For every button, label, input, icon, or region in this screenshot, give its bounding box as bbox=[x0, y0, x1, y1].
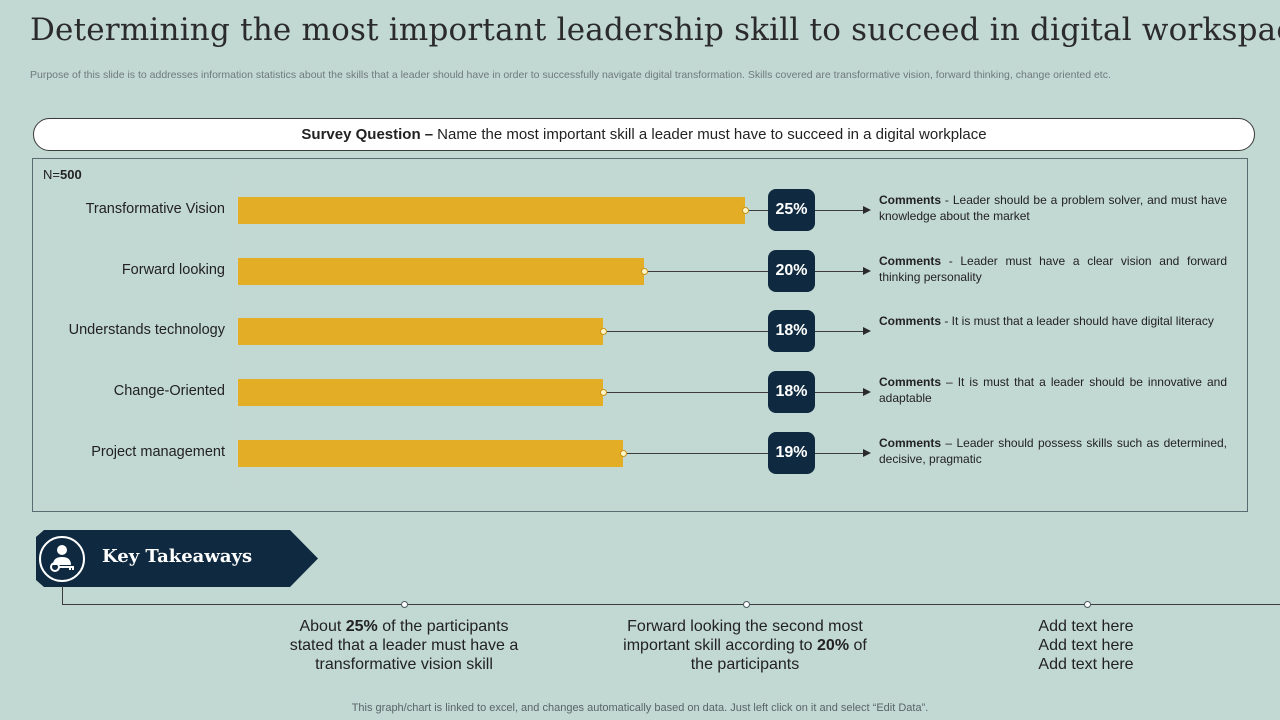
comment-text: Comments - Leader should be a problem so… bbox=[879, 192, 1227, 224]
bar bbox=[238, 197, 745, 224]
comment-label: Comments bbox=[879, 314, 942, 328]
bar-end-dot bbox=[620, 450, 627, 457]
survey-question: Name the most important skill a leader m… bbox=[437, 126, 987, 143]
sample-size-label: N=500 bbox=[43, 167, 82, 182]
arrow-right-icon bbox=[863, 449, 871, 457]
comment-text: Comments – It is must that a leader shou… bbox=[879, 374, 1227, 406]
category-label: Change-Oriented bbox=[113, 383, 225, 399]
arrow-right-icon bbox=[863, 327, 871, 335]
takeaway-2-post: of the participants bbox=[690, 637, 867, 673]
comment-text: Comments - It is must that a leader shou… bbox=[879, 313, 1227, 329]
comment-label: Comments bbox=[879, 193, 942, 207]
bar-end-dot bbox=[742, 207, 749, 214]
takeaway-2-bold: 20% bbox=[817, 637, 850, 654]
bar-end-dot bbox=[641, 268, 648, 275]
bar bbox=[238, 318, 603, 345]
value-badge: 19% bbox=[768, 432, 815, 474]
takeaway-3: Add text here Add text here Add text her… bbox=[961, 617, 1211, 674]
category-label: Transformative Vision bbox=[85, 201, 225, 217]
takeaway-3-line: Add text here bbox=[1038, 656, 1134, 673]
comment-label: Comments bbox=[879, 254, 942, 268]
category-axis bbox=[237, 181, 238, 487]
leader-key-icon bbox=[39, 536, 85, 582]
comment-arrow-line bbox=[815, 210, 867, 211]
comment-arrow-line bbox=[815, 392, 867, 393]
timeline-line bbox=[62, 604, 1280, 605]
takeaway-3-line: Add text here bbox=[1038, 618, 1134, 635]
comment-label: Comments bbox=[879, 375, 942, 389]
comment-arrow-line bbox=[815, 271, 867, 272]
bar bbox=[238, 379, 603, 406]
takeaway-1-post: of the participants stated that a leader… bbox=[289, 618, 519, 673]
bar-connector-line bbox=[603, 392, 768, 393]
bar-connector-line bbox=[644, 271, 768, 272]
value-badge: 25% bbox=[768, 189, 815, 231]
takeaway-3-line: Add text here bbox=[1038, 637, 1134, 654]
sample-size-value: 500 bbox=[59, 167, 82, 182]
bar-connector-line bbox=[745, 210, 768, 211]
arrow-right-icon bbox=[863, 388, 871, 396]
timeline-connector bbox=[62, 586, 63, 604]
comment-text: Comments – Leader should possess skills … bbox=[879, 435, 1227, 467]
bar-chart: N=500 Transformative Vision 25% Comments -… bbox=[32, 158, 1248, 512]
comment-text: Comments - Leader must have a clear visi… bbox=[879, 253, 1227, 285]
comment-body: - Leader should be a problem solver, and… bbox=[879, 193, 1227, 223]
value-badge: 20% bbox=[768, 250, 815, 292]
bar-end-dot bbox=[600, 389, 607, 396]
category-label: Forward looking bbox=[121, 262, 225, 278]
takeaway-2-pre: Forward looking the second most importan… bbox=[623, 618, 863, 654]
key-takeaways-banner bbox=[36, 530, 318, 587]
comment-body: - Leader must have a clear vision and fo… bbox=[879, 254, 1227, 284]
value-badge: 18% bbox=[768, 371, 815, 413]
survey-label: Survey Question – bbox=[301, 126, 434, 143]
bar bbox=[238, 440, 623, 467]
key-takeaways-heading: Key Takeaways bbox=[102, 546, 253, 567]
page-title: Determining the most important leadershi… bbox=[30, 12, 1280, 48]
page-subtitle: Purpose of this slide is to addresses in… bbox=[30, 69, 1111, 81]
arrow-right-icon bbox=[863, 206, 871, 214]
arrow-right-icon bbox=[863, 267, 871, 275]
comment-arrow-line bbox=[815, 453, 867, 454]
comment-arrow-line bbox=[815, 331, 867, 332]
footer-note: This graph/chart is linked to excel, and… bbox=[351, 702, 929, 714]
survey-question-box: Survey Question – Name the most importan… bbox=[33, 118, 1255, 151]
timeline-dot bbox=[401, 601, 408, 608]
bar-end-dot bbox=[600, 328, 607, 335]
bar-connector-line bbox=[623, 453, 768, 454]
takeaway-1-bold: 25% bbox=[345, 618, 378, 635]
sample-size-prefix: N= bbox=[43, 167, 60, 182]
category-label: Understands technology bbox=[68, 322, 225, 338]
bar bbox=[238, 258, 644, 285]
comment-label: Comments bbox=[879, 436, 942, 450]
comment-body: – Leader should possess skills such as d… bbox=[879, 436, 1227, 466]
takeaway-1-pre: About bbox=[299, 618, 346, 635]
value-badge: 18% bbox=[768, 310, 815, 352]
category-label: Project management bbox=[91, 444, 225, 460]
takeaway-1: About 25% of the participants stated tha… bbox=[279, 617, 529, 674]
comment-body: – It is must that a leader should be inn… bbox=[879, 375, 1227, 405]
bar-connector-line bbox=[603, 331, 768, 332]
timeline-dot bbox=[1084, 601, 1091, 608]
timeline-dot bbox=[743, 601, 750, 608]
takeaway-2: Forward looking the second most importan… bbox=[620, 617, 870, 674]
comment-body: - It is must that a leader should have d… bbox=[941, 314, 1214, 328]
